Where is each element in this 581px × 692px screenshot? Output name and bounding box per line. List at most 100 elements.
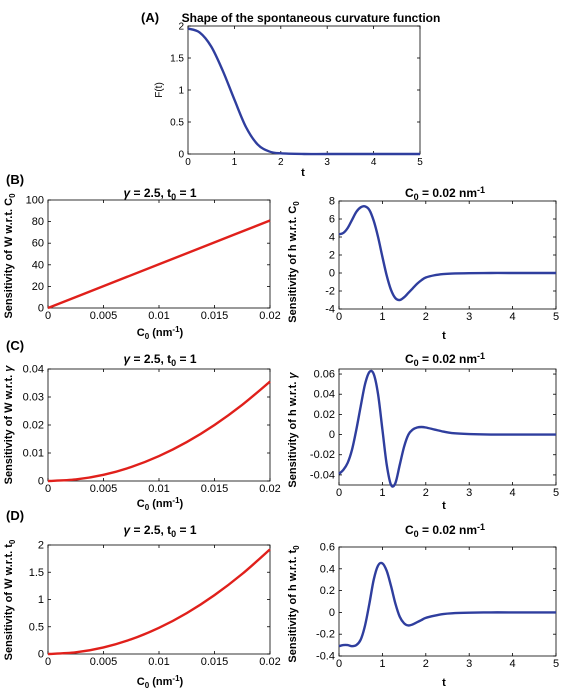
x-tick-label: 5 [553,658,559,670]
y-tick-label: 0.5 [170,118,184,129]
series-line [47,548,271,656]
x-tick-label: 5 [553,487,559,499]
x-tick-label: 0.005 [90,656,118,668]
y-tick-label: 20 [32,281,44,293]
x-tick-label: 5 [553,311,559,323]
plot-a: 0 1 2 3 4 5 0 0.5 1 1.5 2 [170,22,423,169]
series-line [338,205,556,302]
x-tick-label: 2 [423,311,429,323]
plot-frame [47,368,271,482]
plot-b-left: 0 0.005 0.01 0.015 0.02 0 20 40 60 80 100 [26,195,281,323]
x-tick-label: 4 [510,311,516,323]
x-tick-label: 3 [466,487,472,499]
x-tick-label: 4 [371,157,377,168]
plot-c-right: 0 1 2 3 4 5 -0.04 -0.02 0 0.02 0.04 0.06 [310,369,559,499]
y-tick-label: 0 [38,303,44,315]
panel-a: (A) Shape of the spontaneous curvature f… [141,10,440,168]
y-tick-label: 0.02 [314,409,335,421]
x-tick-label: 4 [510,487,516,499]
x-tick-label: 2 [423,658,429,670]
y-tick-label: 2 [38,540,44,552]
series-line [47,219,271,310]
series-line [187,27,420,156]
y-tick-label: 1.5 [170,54,184,65]
chart-title: γ = 2.5, t0 = 1 [123,523,196,539]
x-tick-label: 0 [45,310,51,322]
x-tick-label: 0 [45,483,51,495]
x-tick-label: 0.015 [201,483,229,495]
x-tick-label: 0.005 [90,483,118,495]
x-tick-label: 0.015 [201,310,229,322]
y-tick-label: 0 [329,607,335,619]
x-tick-label: 3 [466,658,472,670]
series-line [47,380,271,483]
plot-frame [47,544,271,655]
y-tick-label: -0.4 [316,651,335,663]
plot-frame [47,199,271,309]
y-tick-label: 100 [26,195,44,207]
x-tick-label: 0.005 [90,310,118,322]
chart-title: γ = 2.5, t0 = 1 [123,186,196,202]
plot-frame [187,25,421,155]
y-axis-label: Sensitivity of h w.r.t. C0 [287,201,301,323]
y-tick-label: 0.04 [314,389,335,401]
x-tick-label: 0.01 [148,656,169,668]
y-tick-label: 4 [329,232,335,244]
y-tick-label: -0.02 [310,449,335,461]
x-tick-label: 1 [379,487,385,499]
x-tick-label: 0 [185,157,191,168]
x-axis-label: C0 (nm-1) [137,496,184,512]
y-tick-label: -0.04 [310,469,335,481]
y-tick-label: 0 [38,476,44,488]
x-axis-label: t [442,500,446,512]
x-tick-label: 0 [336,311,342,323]
panel-label-a: (A) [141,10,159,25]
plot-d-right: 0 1 2 3 4 5 -0.4 -0.2 0 0.2 0.4 0.6 [316,542,559,671]
y-tick-label: 1 [38,594,44,606]
y-tick-label: 0.06 [314,369,335,381]
chart-title: C0 = 0.02 nm-1 [405,351,485,368]
y-tick-label: 6 [329,214,335,226]
y-tick-label: 0 [178,150,184,161]
x-tick-label: 3 [324,157,330,168]
y-tick-label: 80 [32,216,44,228]
chart-title: C0 = 0.02 nm-1 [405,522,485,539]
x-tick-label: 0 [336,487,342,499]
y-tick-label: 1.5 [29,567,44,579]
x-tick-label: 0.015 [201,656,229,668]
plot-frame [338,546,557,657]
y-tick-label: 0.03 [23,392,44,404]
y-tick-label: 0.04 [23,364,44,376]
y-tick-label: 0.4 [320,563,335,575]
y-tick-label: 0.5 [29,621,44,633]
x-axis-label: t [301,167,305,179]
chart-title: Shape of the spontaneous curvature funct… [182,11,441,25]
y-axis-label: Sensitivity of W w.r.t. t0 [3,539,17,660]
x-axis-label: t [442,330,446,342]
plot-d-left: 0 0.005 0.01 0.015 0.02 0 0.5 1 1.5 2 [29,540,281,669]
x-tick-label: 2 [278,157,284,168]
panel-label-d: (D) [6,508,24,523]
y-tick-label: 0.02 [23,420,44,432]
plot-c-left: 0 0.005 0.01 0.015 0.02 0 0.01 0.02 0.03 0.04 [23,364,281,496]
y-tick-label: 1 [178,86,184,97]
x-tick-label: 0.02 [259,310,280,322]
y-axis-label: Sensitivity of h w.r.t. t0 [287,545,301,663]
x-tick-label: 2 [423,487,429,499]
y-tick-label: 8 [329,196,335,208]
panel-label-b: (B) [6,172,24,187]
series-line [338,369,556,488]
x-tick-label: 0 [45,656,51,668]
x-tick-label: 3 [466,311,472,323]
y-tick-label: 2 [178,22,184,33]
series-line [338,561,557,648]
x-tick-label: 0 [336,658,342,670]
y-tick-label: 0.2 [320,585,335,597]
chart-title: γ = 2.5, t0 = 1 [123,352,196,368]
y-tick-label: 60 [32,238,44,250]
y-axis-label: Sensitivity of W w.r.t. γ [3,365,15,485]
y-tick-label: 0.6 [320,542,335,554]
y-tick-label: 0.01 [23,448,44,460]
y-tick-label: 0 [329,429,335,441]
